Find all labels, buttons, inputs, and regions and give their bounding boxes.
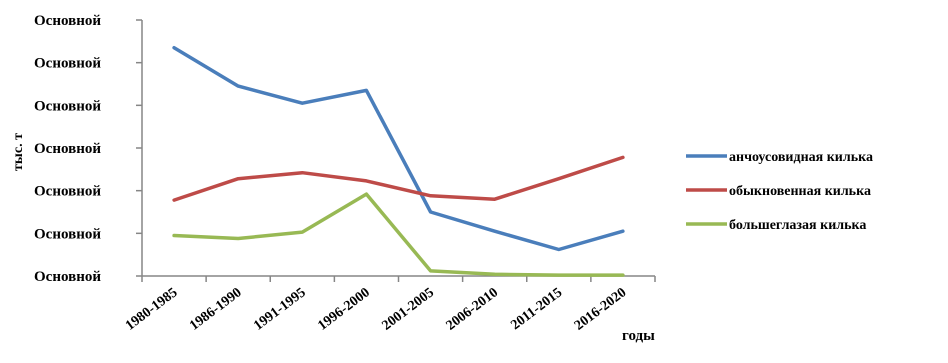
y-axis-label: тыс. т (11, 133, 26, 171)
legend-label: анчоусовидная килька (729, 150, 873, 165)
y-tick-label: Основной (34, 98, 101, 114)
x-tick-label: 2016-2020 (572, 285, 629, 333)
x-tick-label: 1986-1990 (187, 285, 244, 333)
y-tick-label: Основной (34, 13, 101, 29)
y-tick-label: Основной (34, 184, 101, 200)
series-line (172, 155, 625, 202)
legend-label: большеглазая килька (729, 218, 866, 233)
series-lines (172, 45, 625, 277)
x-tick-label: 1980-1985 (123, 285, 180, 333)
y-tick-label: Основной (34, 226, 101, 242)
y-tick-label: Основной (34, 141, 101, 157)
x-axis-label: годы (622, 328, 655, 344)
series-line (172, 45, 625, 252)
x-tick-label: 1996-2000 (315, 285, 372, 333)
x-tick-label: 2011-2015 (508, 285, 565, 333)
y-tick-label: Основной (34, 269, 101, 285)
y-tick-label: Основной (34, 56, 101, 72)
x-tick-label: 2001-2005 (379, 285, 436, 333)
x-tick-label: 2006-2010 (444, 285, 501, 333)
legend-label: обыкновенная килька (729, 184, 871, 199)
legend: анчоусовидная килька обыкновенная килька б… (686, 150, 873, 233)
series-line (172, 192, 625, 277)
x-ticks: 1980-1985 1986-1990 1991-1995 1996-2000 2001… (123, 276, 656, 334)
x-tick-label: 1991-1995 (251, 285, 308, 333)
y-ticks: Основной Основной Основной Основной Основной… (34, 13, 142, 285)
